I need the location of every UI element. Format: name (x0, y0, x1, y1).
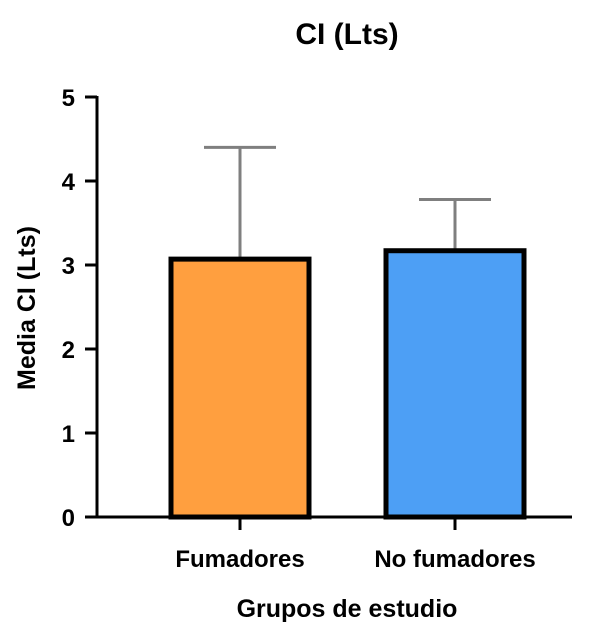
x-axis-ticks: Fumadores No fumadores (175, 517, 536, 573)
y-tick-label: 3 (62, 253, 75, 280)
bar-no-fumadores (383, 248, 527, 520)
y-axis-ticks: 0 1 2 3 4 5 (62, 85, 97, 532)
y-axis-label: Media CI (Lts) (13, 226, 41, 390)
y-tick-label: 5 (62, 85, 75, 112)
y-tick-label: 1 (62, 421, 75, 448)
bar-fumadores (168, 256, 312, 520)
x-tick-label: No fumadores (374, 546, 535, 573)
y-tick-label: 2 (62, 337, 75, 364)
error-bars (204, 145, 491, 260)
x-tick-label: Fumadores (175, 546, 304, 573)
y-tick-label: 4 (62, 169, 76, 196)
x-axis-label: Grupos de estudio (237, 595, 458, 623)
bars (168, 248, 527, 520)
y-tick-label: 0 (62, 505, 75, 532)
chart-title: CI (Lts) (295, 18, 398, 51)
